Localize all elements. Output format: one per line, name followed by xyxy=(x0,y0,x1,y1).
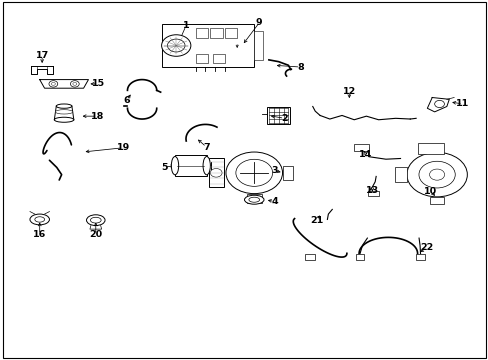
Ellipse shape xyxy=(90,217,101,223)
Bar xyxy=(212,54,224,63)
Circle shape xyxy=(161,35,190,56)
Bar xyxy=(208,158,223,187)
Bar xyxy=(254,31,263,60)
Ellipse shape xyxy=(30,214,49,225)
Ellipse shape xyxy=(171,157,178,175)
Ellipse shape xyxy=(244,195,264,204)
Bar xyxy=(355,254,364,260)
Text: 19: 19 xyxy=(117,143,130,152)
Text: 7: 7 xyxy=(203,143,209,152)
Bar xyxy=(417,143,444,154)
Circle shape xyxy=(73,82,77,85)
Text: 8: 8 xyxy=(297,63,304,72)
Ellipse shape xyxy=(248,197,259,202)
Bar xyxy=(210,28,222,39)
Text: 9: 9 xyxy=(255,18,262,27)
Text: 15: 15 xyxy=(91,80,104,89)
Bar xyxy=(195,28,207,39)
Text: 2: 2 xyxy=(281,114,287,123)
Circle shape xyxy=(418,161,454,188)
Ellipse shape xyxy=(86,215,105,226)
Ellipse shape xyxy=(35,217,44,222)
Ellipse shape xyxy=(203,157,210,175)
Bar xyxy=(195,54,207,63)
Circle shape xyxy=(167,39,184,52)
Text: 20: 20 xyxy=(89,230,102,239)
Text: 16: 16 xyxy=(33,230,46,239)
Text: 10: 10 xyxy=(423,187,436,196)
Circle shape xyxy=(235,159,272,186)
Circle shape xyxy=(70,81,79,87)
Ellipse shape xyxy=(55,110,73,114)
Text: 21: 21 xyxy=(309,216,323,225)
Bar xyxy=(305,254,315,260)
Circle shape xyxy=(434,100,444,108)
Bar xyxy=(415,254,424,260)
Text: 14: 14 xyxy=(358,150,371,159)
Text: 5: 5 xyxy=(161,163,167,172)
Text: 13: 13 xyxy=(365,185,378,194)
Text: 3: 3 xyxy=(271,166,277,175)
Circle shape xyxy=(225,152,282,194)
Text: 12: 12 xyxy=(342,86,355,95)
Bar xyxy=(224,28,237,39)
Bar xyxy=(161,24,254,67)
Text: 1: 1 xyxy=(183,21,189,30)
Text: 17: 17 xyxy=(36,51,49,60)
Circle shape xyxy=(51,82,55,85)
Circle shape xyxy=(210,168,222,177)
Bar xyxy=(246,194,261,203)
Circle shape xyxy=(49,81,58,87)
Text: 4: 4 xyxy=(271,197,278,206)
Bar xyxy=(266,107,290,124)
Text: 6: 6 xyxy=(123,96,129,105)
Bar xyxy=(367,191,378,196)
Bar xyxy=(175,155,206,176)
Circle shape xyxy=(428,169,444,180)
Bar xyxy=(394,167,406,182)
Bar xyxy=(429,197,444,204)
Circle shape xyxy=(406,152,467,197)
Bar xyxy=(282,166,293,180)
Ellipse shape xyxy=(56,104,72,108)
Text: 18: 18 xyxy=(90,112,104,121)
Text: 22: 22 xyxy=(420,243,433,252)
Text: 11: 11 xyxy=(455,99,468,108)
Ellipse shape xyxy=(54,117,74,122)
Bar xyxy=(353,144,368,151)
